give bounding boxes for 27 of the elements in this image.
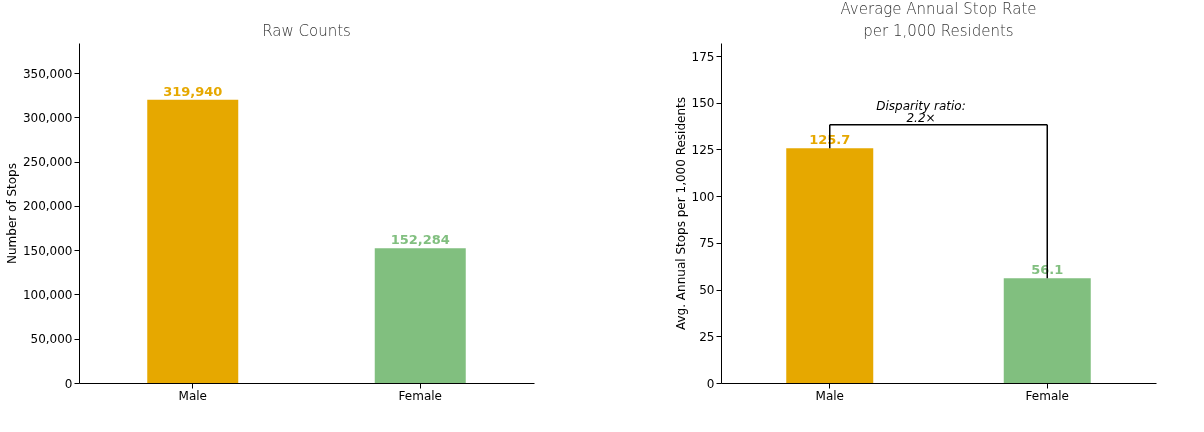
y-tick-label: 250,000 — [22, 155, 73, 170]
y-tick-label: 175 — [691, 49, 715, 64]
y-tick-label: 350,000 — [22, 66, 73, 81]
y-axis-title: Avg. Annual Stops per 1,000 Residents — [673, 97, 688, 330]
y-tick-label: 75 — [699, 236, 715, 251]
y-tick-label: 100,000 — [22, 287, 73, 302]
chart-title: Average Annual Stop Rate per 1,000 Residents — [840, 0, 1037, 40]
x-tick-label: Male — [815, 388, 844, 403]
chart-title: Raw Counts — [262, 22, 351, 40]
data-label: 152,284 — [390, 232, 450, 248]
y-axis-title: Number of Stops — [4, 163, 19, 264]
y-tick-label: 200,000 — [22, 199, 73, 214]
y-tick-label: 100 — [691, 189, 715, 204]
annotation: Disparity ratio: 2.2× — [876, 98, 966, 125]
x-tick-label: Female — [398, 388, 442, 403]
x-tick-label: Male — [178, 388, 207, 403]
x-tick-label: Female — [1025, 388, 1069, 403]
y-tick-label: 150 — [691, 96, 715, 111]
y-tick-label: 25 — [699, 329, 715, 344]
y-tick-label: 125 — [691, 142, 715, 157]
y-tick-label: 50,000 — [30, 332, 73, 347]
y-tick-label: 300,000 — [22, 110, 73, 125]
y-tick-label: 0 — [706, 376, 715, 391]
y-tick-label: 0 — [64, 376, 73, 391]
y-tick-label: 50 — [699, 283, 715, 298]
data-label: 319,940 — [163, 83, 223, 99]
y-tick-label: 150,000 — [22, 243, 73, 258]
